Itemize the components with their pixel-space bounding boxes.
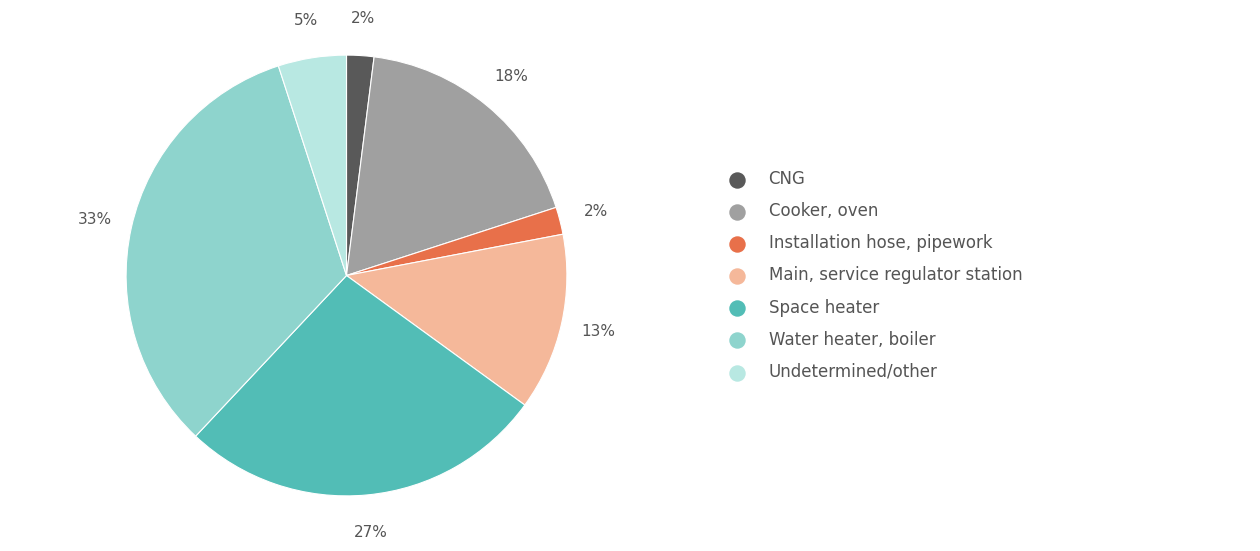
- Text: 13%: 13%: [581, 324, 615, 339]
- Text: 27%: 27%: [354, 525, 388, 540]
- Wedge shape: [278, 55, 346, 276]
- Wedge shape: [195, 276, 525, 496]
- Wedge shape: [346, 234, 567, 405]
- Wedge shape: [346, 55, 374, 276]
- Wedge shape: [346, 207, 563, 276]
- Text: 2%: 2%: [585, 204, 609, 219]
- Wedge shape: [126, 66, 346, 436]
- Text: 33%: 33%: [78, 212, 112, 227]
- Wedge shape: [346, 57, 556, 276]
- Legend: CNG, Cooker, oven, Installation hose, pipework, Main, service regulator station,: CNG, Cooker, oven, Installation hose, pi…: [712, 161, 1031, 390]
- Text: 18%: 18%: [494, 69, 528, 84]
- Text: 2%: 2%: [350, 10, 374, 26]
- Text: 5%: 5%: [294, 13, 319, 28]
